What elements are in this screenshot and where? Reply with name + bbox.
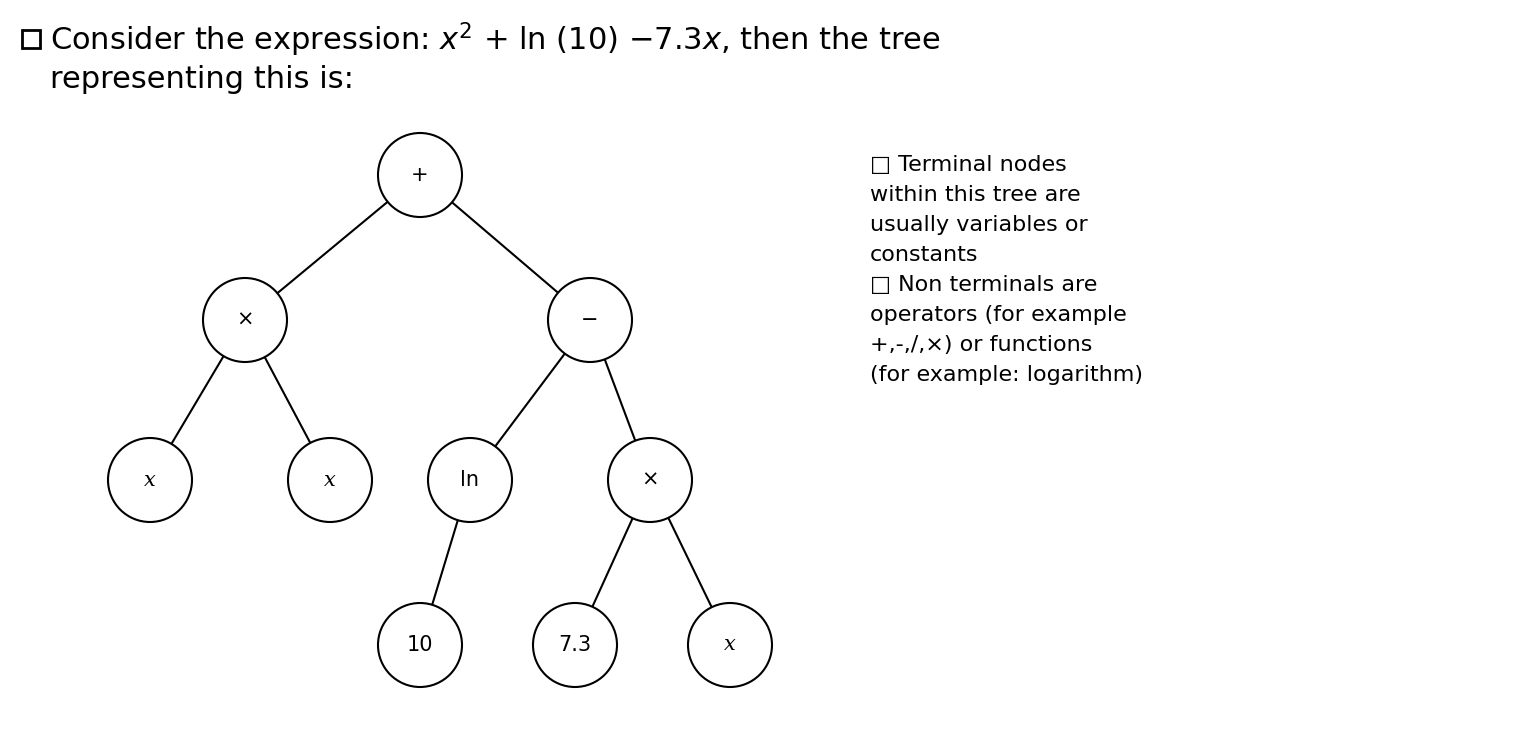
Text: representing this is:: representing this is: [50, 66, 353, 94]
Circle shape [288, 438, 372, 522]
Text: □ Non terminals are: □ Non terminals are [871, 275, 1097, 295]
Text: 7.3: 7.3 [558, 635, 592, 655]
Circle shape [109, 438, 191, 522]
Circle shape [378, 603, 462, 687]
Text: −: − [581, 310, 598, 330]
Circle shape [532, 603, 617, 687]
Circle shape [688, 603, 773, 687]
Text: ×: × [641, 470, 659, 490]
Circle shape [428, 438, 513, 522]
Text: ln: ln [461, 470, 479, 490]
Text: x: x [724, 636, 736, 654]
Bar [21, 30, 40, 48]
Circle shape [607, 438, 692, 522]
Text: Consider the expression: $x^2$ + ln (10) $-$7.3$x$, then the tree: Consider the expression: $x^2$ + ln (10)… [50, 21, 941, 60]
Text: usually variables or: usually variables or [871, 215, 1088, 235]
Text: x: x [324, 470, 337, 489]
Text: (for example: logarithm): (for example: logarithm) [871, 365, 1143, 385]
Circle shape [548, 278, 632, 362]
Text: x: x [144, 470, 156, 489]
Text: within this tree are: within this tree are [871, 185, 1080, 205]
Text: operators (for example: operators (for example [871, 305, 1126, 325]
Text: +: + [412, 165, 428, 185]
Text: ×: × [236, 310, 254, 330]
Text: □ Terminal nodes: □ Terminal nodes [871, 155, 1066, 175]
Text: +,-,/,×) or functions: +,-,/,×) or functions [871, 335, 1092, 355]
Circle shape [203, 278, 288, 362]
Text: 10: 10 [407, 635, 433, 655]
Circle shape [378, 133, 462, 217]
Text: constants: constants [871, 245, 979, 265]
